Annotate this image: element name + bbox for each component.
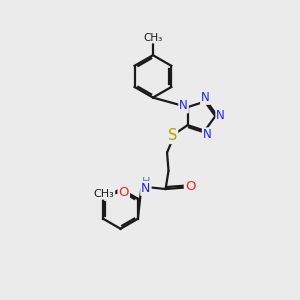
Text: O: O bbox=[118, 186, 129, 199]
Text: CH₃: CH₃ bbox=[94, 189, 114, 199]
Text: N: N bbox=[203, 128, 212, 141]
Text: N: N bbox=[141, 182, 151, 195]
Text: S: S bbox=[168, 128, 177, 143]
Text: methoxy: methoxy bbox=[0, 299, 1, 300]
Text: N: N bbox=[179, 100, 188, 112]
Text: methoxy: methoxy bbox=[0, 299, 1, 300]
Text: N: N bbox=[201, 91, 210, 104]
Text: O: O bbox=[185, 181, 195, 194]
Text: N: N bbox=[216, 109, 225, 122]
Text: H: H bbox=[142, 177, 150, 187]
Text: CH₃: CH₃ bbox=[143, 32, 163, 43]
